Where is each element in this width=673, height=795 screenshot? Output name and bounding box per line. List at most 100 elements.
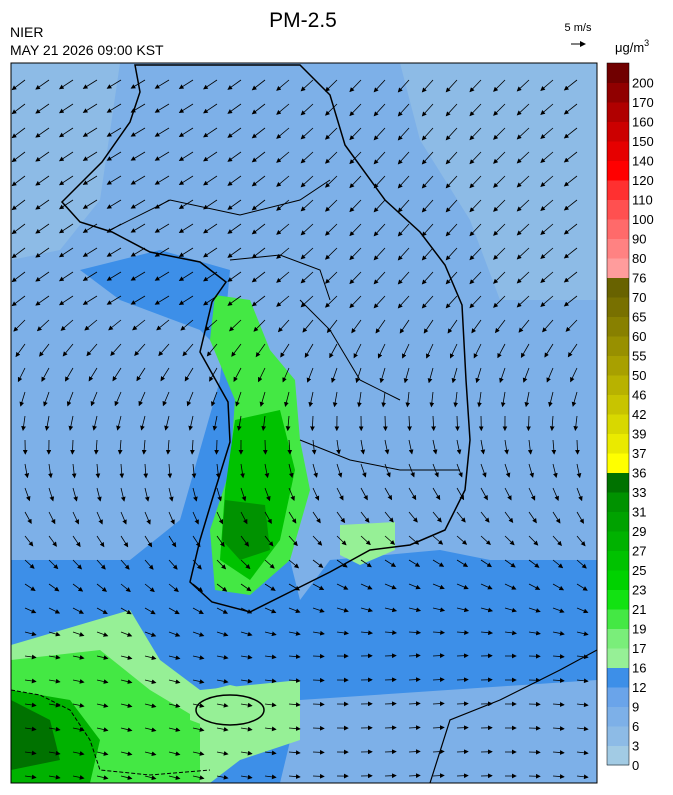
wind-arrow	[192, 775, 205, 780]
japan-coast	[429, 649, 597, 783]
wind-arrow	[455, 415, 460, 432]
wind-arrow	[312, 630, 325, 636]
wind-arrow	[480, 535, 491, 546]
wind-arrow	[426, 343, 434, 359]
wind-arrow	[82, 103, 98, 113]
wind-arrow	[184, 367, 194, 382]
wind-arrow	[432, 511, 442, 523]
jeju	[195, 694, 265, 726]
wind-arrow	[325, 295, 338, 308]
colorbar-box	[607, 375, 629, 395]
wind-arrow	[227, 151, 242, 162]
wind-arrow	[325, 199, 338, 212]
wind-arrow	[120, 751, 133, 756]
wind-arrow	[480, 559, 492, 568]
wind-arrow	[144, 775, 157, 781]
wind-arrow	[284, 391, 290, 408]
colorbar-label: 31	[632, 505, 646, 520]
wind-arrow	[432, 677, 445, 683]
wind-arrow	[251, 199, 266, 211]
wind-arrow	[192, 631, 205, 637]
wind-arrow	[408, 773, 421, 779]
wind-arrow	[82, 175, 98, 185]
wind-arrow	[552, 463, 558, 479]
unit-power: 3	[644, 38, 649, 48]
wind-arrow	[130, 199, 146, 209]
wind-arrow	[88, 367, 98, 382]
wind-arrow	[552, 511, 561, 524]
wind-arrow	[432, 773, 445, 779]
wind-arrow	[154, 175, 170, 185]
wind-arrow	[377, 343, 386, 359]
wind-arrow	[130, 295, 146, 305]
wind-arrow	[360, 583, 373, 590]
wind-arrow	[373, 199, 386, 213]
wind-arrow	[264, 750, 277, 756]
wind-arrow	[106, 103, 122, 113]
wind-arrow	[520, 343, 530, 358]
wind-arrow	[432, 749, 445, 755]
wind-arrow	[276, 175, 290, 187]
wind-arrow	[276, 223, 290, 235]
wind-arrow	[300, 103, 314, 116]
wind-arrow	[469, 199, 482, 213]
wind-arrow	[24, 726, 37, 732]
colorbar-label: 60	[632, 329, 646, 344]
colorbar-box	[607, 550, 629, 571]
datetime: MAY 21 2026 09:00 KST	[10, 42, 164, 58]
wind-arrow	[106, 199, 122, 209]
wind-arrow	[240, 559, 251, 570]
wind-arrow	[540, 223, 554, 235]
wind-arrow	[206, 343, 218, 357]
colorbar-box	[607, 628, 629, 649]
wind-arrow	[373, 175, 386, 189]
wind-arrow	[552, 535, 562, 547]
wind-arrow	[397, 223, 410, 237]
wind-arrow	[144, 607, 156, 615]
wind-arrow	[120, 703, 133, 708]
wind-arrow	[44, 415, 50, 431]
wind-arrow	[563, 199, 578, 211]
wind-arrow	[48, 535, 57, 547]
wind-arrow	[120, 655, 133, 660]
wind-arrow	[552, 774, 565, 779]
wind-arrow	[106, 295, 122, 305]
wind-arrow	[493, 103, 506, 116]
wind-arrow	[552, 583, 565, 591]
wind-arrow	[178, 79, 194, 89]
wind-arrow	[575, 439, 580, 455]
wind-arrow	[456, 725, 469, 731]
wind-arrow	[325, 151, 338, 164]
wind-arrow	[216, 559, 227, 570]
wind-arrow	[72, 727, 85, 732]
wind-arrow	[117, 439, 123, 455]
wind-arrow	[240, 750, 253, 756]
wind-arrow	[288, 463, 294, 479]
wind-arrow	[570, 367, 578, 383]
wind-arrow	[397, 295, 410, 309]
wind-arrow	[134, 343, 146, 357]
wind-arrow	[456, 583, 469, 590]
colorbar-box	[607, 199, 629, 220]
wind-arrow	[11, 79, 26, 91]
wind-arrow	[456, 773, 469, 779]
wind-arrow	[384, 583, 397, 590]
wind-arrow	[421, 175, 434, 189]
wind-arrow	[120, 583, 131, 593]
wind-arrow	[130, 175, 146, 185]
wind-arrow	[178, 295, 194, 305]
colorbar-label: 46	[632, 388, 646, 403]
wind-arrow	[480, 463, 487, 478]
wind-arrow	[72, 511, 79, 525]
wind-arrow	[563, 103, 578, 115]
colorbar-box	[607, 609, 629, 629]
wind-arrow	[494, 319, 506, 334]
wind-arrow	[58, 127, 74, 138]
wind-arrow	[130, 247, 146, 257]
wind-arrow	[71, 463, 77, 479]
wind-arrow	[240, 487, 247, 502]
wind-arrow	[456, 677, 469, 683]
wind-arrow	[227, 295, 242, 306]
wind-arrow	[58, 295, 74, 306]
wind-arrow	[168, 631, 181, 637]
